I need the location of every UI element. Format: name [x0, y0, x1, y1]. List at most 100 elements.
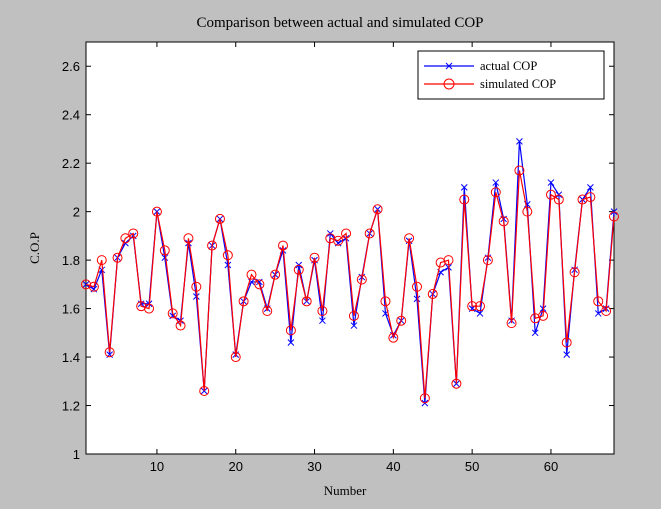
y-tick-label: 1.4 — [62, 350, 80, 365]
legend-box — [417, 50, 605, 100]
data-point-simulated — [435, 257, 446, 268]
data-point-actual — [531, 329, 539, 337]
data-point-simulated — [419, 393, 430, 404]
plot-area — [85, 41, 615, 455]
data-point-simulated — [222, 250, 233, 261]
y-tick-label: 2.6 — [62, 59, 80, 74]
data-point-simulated — [214, 213, 225, 224]
data-point-actual — [516, 138, 523, 145]
y-axis-label: C.O.P — [27, 232, 42, 264]
data-point-simulated — [545, 189, 556, 200]
data-point-simulated — [278, 240, 289, 251]
data-point-simulated — [569, 267, 580, 278]
data-point-simulated — [514, 165, 525, 176]
data-point-simulated — [404, 233, 415, 244]
data-point-simulated — [411, 281, 422, 292]
x-tick-label: 50 — [465, 459, 479, 474]
data-point-simulated — [144, 303, 155, 314]
data-point-actual — [594, 310, 602, 317]
data-point-simulated — [333, 235, 344, 246]
data-point-simulated — [301, 296, 312, 307]
data-point-actual — [161, 254, 169, 262]
data-point-simulated — [309, 252, 320, 263]
y-tick-label: 2.4 — [62, 108, 80, 123]
x-tick-label: 20 — [228, 459, 242, 474]
data-point-simulated — [136, 301, 147, 312]
legend-marker-actual — [445, 62, 453, 70]
y-tick-label: 1.2 — [62, 399, 80, 414]
x-axis-label: Number — [324, 483, 367, 498]
data-point-simulated — [293, 264, 304, 275]
data-point-simulated — [585, 192, 596, 203]
y-tick-label: 1 — [73, 447, 80, 462]
data-point-simulated — [530, 313, 541, 324]
data-point-simulated — [341, 228, 352, 239]
data-point-simulated — [372, 204, 383, 215]
data-point-simulated — [593, 296, 604, 307]
data-point-simulated — [364, 228, 375, 239]
data-point-simulated — [380, 296, 391, 307]
data-point-actual — [460, 184, 468, 191]
data-point-simulated — [285, 325, 296, 336]
series-simulated — [81, 165, 619, 404]
x-tick-label: 30 — [307, 459, 321, 474]
data-point-actual — [492, 179, 500, 186]
data-point-simulated — [498, 216, 509, 227]
data-point-actual — [350, 322, 358, 329]
data-point-simulated — [451, 378, 462, 389]
data-point-simulated — [96, 255, 107, 266]
data-point-simulated — [270, 269, 281, 280]
x-tick-label: 10 — [150, 459, 164, 474]
data-point-simulated — [246, 269, 257, 280]
data-point-simulated — [317, 306, 328, 317]
data-point-simulated — [120, 233, 131, 244]
axes: 1 1.2 1.4 1.6 1.8 2 2.2 2.4 2.6 10 20 30 40 50 60 — [62, 42, 614, 474]
y-tick-label: 1.8 — [62, 253, 80, 268]
data-point-actual — [547, 179, 555, 186]
data-point-simulated — [262, 306, 273, 317]
data-point-simulated — [577, 194, 588, 205]
data-point-simulated — [88, 281, 99, 292]
data-point-simulated — [490, 187, 501, 198]
data-point-simulated — [207, 240, 218, 251]
legend: actual COP simulated COP — [417, 50, 605, 100]
data-point-simulated — [128, 228, 139, 239]
data-point-simulated — [553, 194, 564, 205]
data-point-actual — [476, 310, 484, 317]
data-point-simulated — [183, 233, 194, 244]
data-point-actual — [413, 295, 421, 303]
data-point-simulated — [191, 281, 202, 292]
data-point-simulated — [561, 337, 572, 348]
data-point-simulated — [522, 206, 533, 217]
series-layer — [81, 138, 619, 407]
legend-label-simulated: simulated COP — [480, 77, 556, 91]
data-point-simulated — [199, 385, 210, 396]
data-point-actual — [563, 351, 571, 358]
data-point-simulated — [396, 315, 407, 326]
data-point-actual — [319, 317, 326, 325]
x-tick-label: 40 — [386, 459, 400, 474]
data-point-simulated — [538, 310, 549, 321]
data-point-simulated — [167, 308, 178, 319]
data-point-simulated — [159, 245, 170, 256]
data-point-simulated — [482, 255, 493, 266]
data-point-actual — [587, 184, 594, 191]
chart-title: Comparison between actual and simulated … — [196, 15, 483, 31]
y-tick-label: 2 — [73, 205, 80, 220]
data-point-simulated — [254, 279, 265, 290]
data-point-simulated — [427, 289, 438, 300]
data-point-actual — [287, 339, 295, 346]
data-point-simulated — [151, 206, 162, 217]
data-point-actual — [224, 261, 232, 269]
data-point-simulated — [443, 255, 454, 266]
data-point-actual — [192, 293, 200, 300]
data-point-simulated — [506, 318, 517, 329]
y-tick-label: 1.6 — [62, 302, 80, 317]
data-point-simulated — [601, 306, 612, 317]
data-point-simulated — [348, 310, 359, 321]
data-point-simulated — [475, 301, 486, 312]
x-tick-label: 60 — [544, 459, 558, 474]
data-point-simulated — [609, 211, 619, 222]
